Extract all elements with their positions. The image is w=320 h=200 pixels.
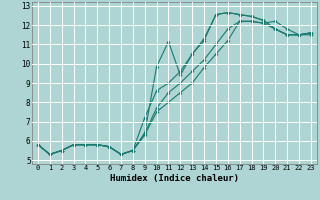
X-axis label: Humidex (Indice chaleur): Humidex (Indice chaleur): [110, 174, 239, 183]
